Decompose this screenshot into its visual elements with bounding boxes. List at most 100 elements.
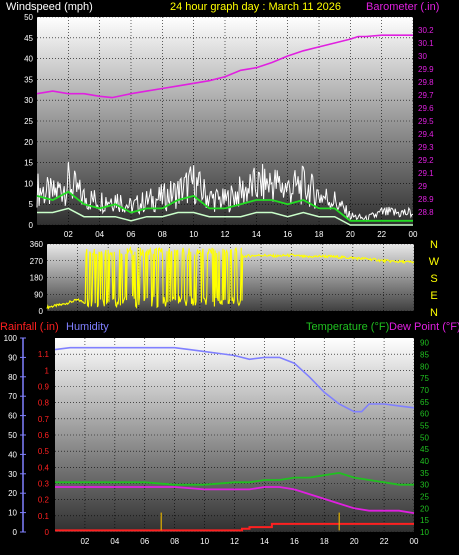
wind-time-axis-ticks: 02 04 06 08 10 12 14 16 18 20 22 00 [64, 230, 418, 239]
humidity-tick-label: 20 [8, 489, 17, 498]
barometer-label: Barometer (.in) [366, 1, 439, 13]
barometer-tick-label: 29.1 [418, 169, 434, 178]
temperature-tick-label: 85 [420, 351, 429, 360]
barometer-line [36, 34, 413, 99]
windspeed-tick-label: 20 [24, 138, 33, 147]
compass-label: N [430, 239, 438, 251]
compass-label: W [429, 256, 440, 268]
lower-time-tick-label: 04 [110, 537, 119, 546]
wind-time-tick-label: 20 [346, 230, 355, 239]
temperature-tick-label: 55 [420, 422, 429, 431]
wind-time-tick-label: 02 [64, 230, 73, 239]
temperature-tick-label: 30 [420, 481, 429, 490]
lower-grid [55, 338, 415, 533]
temperature-axis-ticks: 10 15 20 25 30 35 40 45 50 55 60 65 70 75 80 85 90 [420, 339, 429, 537]
temperature-tick-label: 70 [420, 386, 429, 395]
barometer-tick-label: 30.1 [418, 39, 434, 48]
temperature-tick-label: 25 [420, 493, 429, 502]
temperature-tick-label: 45 [420, 445, 429, 454]
lower-time-tick-label: 18 [320, 537, 329, 546]
lower-time-tick-label: 20 [350, 537, 359, 546]
barometer-tick-label: 29.4 [418, 130, 434, 139]
direction-axis-ticks: 0 90 180 270 360 [30, 240, 44, 316]
temperature-tick-label: 60 [420, 410, 429, 419]
lower-time-tick-label: 08 [170, 537, 179, 546]
barometer-tick-label: 28.9 [418, 195, 434, 204]
compass-label: E [430, 290, 437, 302]
barometer-tick-label: 30 [418, 52, 427, 61]
humidity-tick-label: 30 [8, 470, 17, 479]
rainfall-tick-label: 0.9 [38, 383, 50, 392]
windspeed-axis-ticks: 0 5 10 15 20 25 30 35 40 45 50 [24, 13, 33, 230]
wind-time-tick-label: 16 [283, 230, 292, 239]
temperature-label: Temperature (°F) [306, 321, 389, 333]
rainfall-tick-label: 0.2 [38, 496, 50, 505]
rainfall-tick-label: 1.1 [38, 350, 50, 359]
windspeed-tick-label: 10 [24, 179, 33, 188]
direction-tick-label: 360 [30, 240, 44, 249]
lower-time-tick-label: 00 [410, 537, 419, 546]
temperature-tick-label: 10 [420, 528, 429, 537]
rainfall-tick-label: 0.3 [38, 480, 50, 489]
barometer-tick-label: 29.8 [418, 78, 434, 87]
temperature-tick-label: 75 [420, 374, 429, 383]
barometer-axis-ticks: 28.8 28.9 29 29.1 29.2 29.3 29.4 29.5 29.6 29.7 29… [418, 26, 434, 217]
direction-tick-label: 90 [34, 290, 43, 299]
temperature-tick-label: 35 [420, 469, 429, 478]
barometer-tick-label: 29.9 [418, 65, 434, 74]
rainfall-tick-label: 0.4 [38, 463, 50, 472]
lower-time-tick-label: 14 [260, 537, 269, 546]
windspeed-tick-label: 30 [24, 96, 33, 105]
humidity-axis: 0 10 20 30 40 50 60 70 80 90 100 [4, 334, 26, 537]
rainfall-tick-label: 0.8 [38, 399, 50, 408]
humidity-label: Humidity [66, 321, 109, 333]
temperature-tick-label: 65 [420, 398, 429, 407]
humidity-line [54, 346, 415, 413]
windspeed-tick-label: 45 [24, 34, 33, 43]
barometer-tick-label: 29.7 [418, 91, 434, 100]
barometer-tick-label: 29.3 [418, 143, 434, 152]
temperature-tick-label: 90 [420, 339, 429, 348]
barometer-tick-label: 29.6 [418, 104, 434, 113]
humidity-tick-label: 40 [8, 450, 17, 459]
barometer-tick-label: 29.2 [418, 156, 434, 165]
lower-time-tick-label: 10 [200, 537, 209, 546]
lower-time-tick-label: 12 [230, 537, 239, 546]
rainfall-line [55, 522, 414, 532]
rainfall-tick-label: 0.1 [38, 512, 50, 521]
wind-low-line [37, 207, 413, 226]
humidity-tick-label: 90 [8, 353, 17, 362]
wind-time-tick-label: 00 [409, 230, 418, 239]
wind-time-tick-label: 06 [127, 230, 136, 239]
windspeed-tick-label: 15 [24, 159, 33, 168]
windspeed-tick-label: 35 [24, 75, 33, 84]
windspeed-tick-label: 25 [24, 117, 33, 126]
wind-time-tick-label: 14 [252, 230, 261, 239]
humidity-tick-label: 50 [8, 431, 17, 440]
windspeed-tick-label: 50 [24, 13, 33, 22]
wind-average-line [36, 190, 413, 222]
temperature-tick-label: 50 [420, 433, 429, 442]
wind-time-tick-label: 08 [158, 230, 167, 239]
lower-time-tick-label: 22 [380, 537, 389, 546]
lower-time-tick-label: 02 [80, 537, 89, 546]
wind-direction-series [46, 246, 415, 310]
windspeed-tick-label: 5 [29, 200, 34, 209]
rainfall-axis: 0 0.1 0.2 0.3 0.4 0.5 0.6 0.7 0.8 0.9 1 1.1 [38, 350, 50, 537]
rainfall-tick-label: 0.6 [38, 431, 50, 440]
rainfall-tick-label: 1 [45, 366, 50, 375]
windspeed-label: Windspeed (mph) [6, 1, 93, 13]
wind-barometer-series [36, 34, 414, 226]
wind-time-tick-label: 04 [95, 230, 104, 239]
compass-label: S [430, 273, 437, 285]
direction-tick-label: 270 [30, 257, 44, 266]
humidity-tick-label: 80 [8, 373, 17, 382]
wind-time-tick-label: 22 [377, 230, 386, 239]
wind-time-tick-label: 10 [189, 230, 198, 239]
lower-time-axis-ticks: 02 04 06 08 10 12 14 16 18 20 22 00 [80, 537, 419, 546]
wind-direction-line [46, 246, 415, 310]
windspeed-tick-label: 40 [24, 55, 33, 64]
temperature-line [55, 471, 414, 486]
direction-tick-label: 180 [30, 274, 44, 283]
